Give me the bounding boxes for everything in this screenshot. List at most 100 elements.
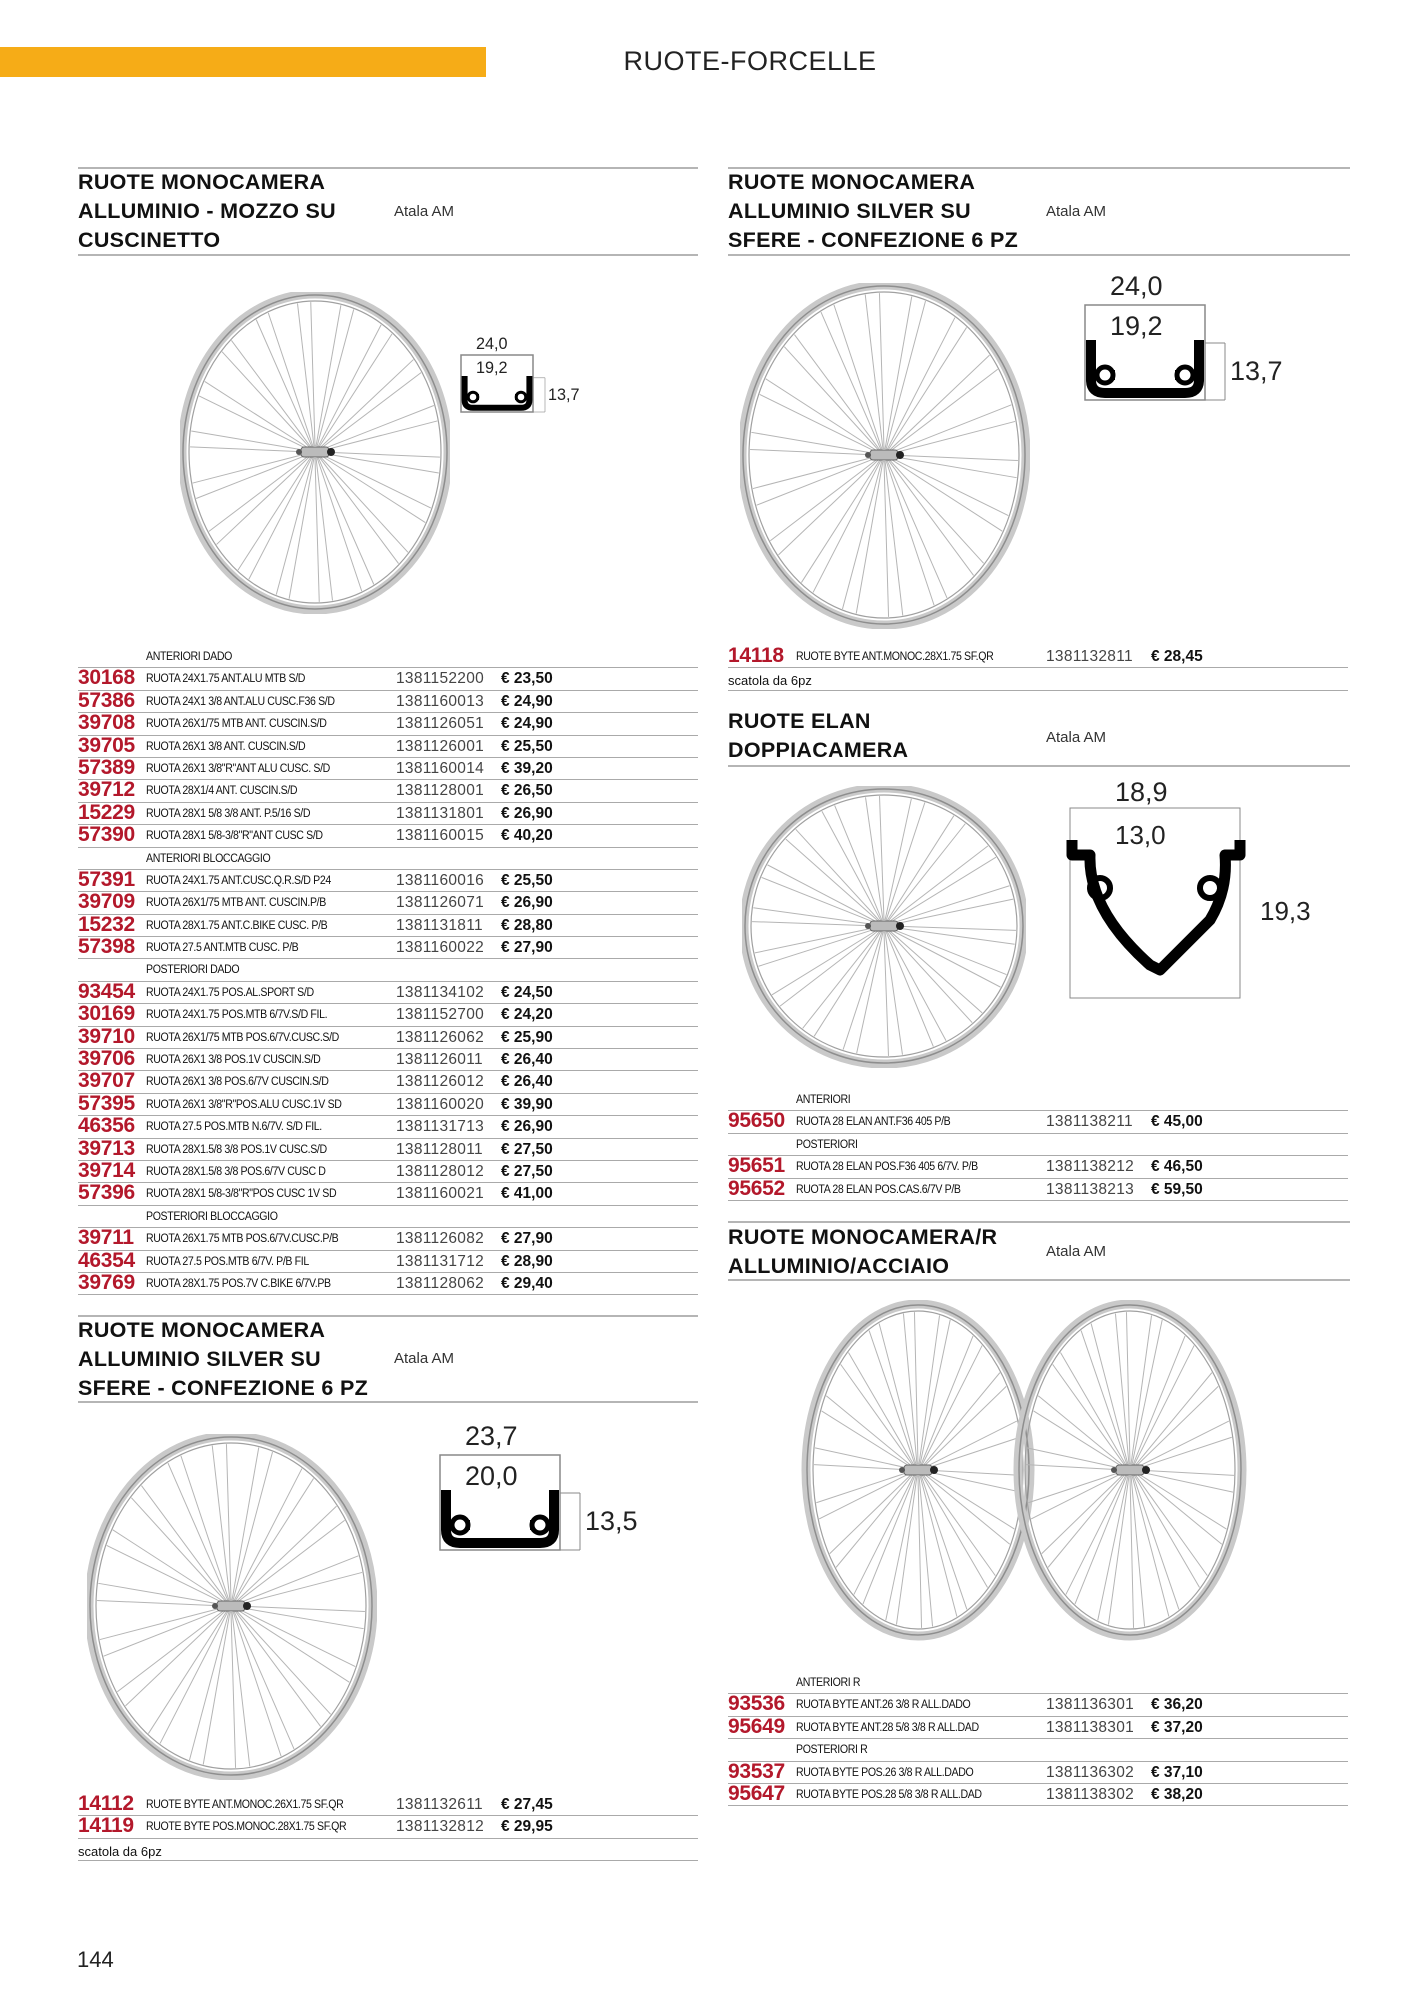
spoke	[820, 311, 882, 451]
product-description: RUOTA 26X1 3/8"R"ANT ALU CUSC. S/D	[146, 762, 330, 775]
product-price: € 24,20	[501, 1006, 553, 1024]
spoke	[848, 1352, 915, 1466]
spoke	[884, 798, 912, 921]
product-code: 57389	[78, 755, 135, 779]
spoke	[1041, 1472, 1126, 1554]
rim-outer-width: 23,7	[465, 1421, 518, 1451]
spoke	[878, 293, 885, 450]
spoke	[921, 1474, 988, 1588]
product-table: 14118 RUOTE BYTE ANT.MONOC.28X1.75 SF.QR 1…	[728, 644, 1348, 691]
spoke	[316, 457, 363, 592]
reference-number: 1381138211	[1046, 1113, 1133, 1131]
product-code: 30168	[78, 666, 135, 690]
divider	[78, 1315, 698, 1317]
product-price: € 46,50	[1151, 1158, 1203, 1176]
reference-number: 1381132811	[1046, 648, 1133, 665]
product-description: RUOTA 24X1.75 ANT.CUSC.Q.R.S/D P24	[146, 874, 331, 887]
spoke	[315, 305, 342, 447]
product-price: € 26,90	[501, 1118, 553, 1136]
spoke	[202, 1611, 231, 1765]
product-description: RUOTA 28X1 5/8-3/8"R"POS CUSC 1V SD	[146, 1188, 337, 1201]
spoke	[883, 460, 890, 617]
product-price: € 25,50	[501, 871, 553, 889]
spoke	[889, 456, 1009, 517]
table-row: 95650 RUOTA 28 ELAN ANT.F36 405 P/B 138113…	[728, 1109, 1348, 1134]
spoke	[236, 1607, 356, 1668]
section-title: RUOTE MONOCAMERA/R ALLUMINIO/ACCIAIO	[728, 1223, 997, 1281]
reference-number: 1381126001	[396, 737, 485, 755]
rim-inner	[748, 291, 1020, 619]
spoke	[835, 1473, 914, 1568]
spoke	[917, 1475, 923, 1628]
rim-inner-width: 20,0	[465, 1461, 518, 1491]
spoke	[923, 1471, 1015, 1530]
product-code: 39769	[78, 1270, 135, 1294]
axle-nut	[865, 923, 871, 929]
wheel-image	[740, 283, 1030, 629]
spoke	[317, 456, 375, 585]
spoke	[233, 1468, 303, 1602]
spoke	[1047, 1473, 1126, 1568]
axle-nut	[243, 1602, 251, 1610]
spoke	[879, 796, 885, 921]
spoke	[288, 457, 315, 599]
spoke	[812, 459, 882, 593]
spoke	[885, 460, 935, 606]
product-description: RUOTA 26X1/75 MTB ANT. CUSCIN.S/D	[146, 718, 327, 731]
spoke	[889, 404, 1012, 454]
spoke	[231, 1611, 251, 1767]
spoke	[235, 1609, 332, 1715]
table-note: scatola da 6pz	[78, 1839, 698, 1862]
reference-number: 1381128011	[396, 1140, 483, 1158]
rim-profile-diagram: 24,0 19,2 13,7	[460, 335, 580, 413]
spoke	[878, 1323, 917, 1465]
table-row: 57389 RUOTA 26X1 3/8"R"ANT ALU CUSC. S/D 1…	[78, 755, 698, 781]
product-description: RUOTA 27.5 POS.MTB N.6/7V. S/D FIL.	[146, 1121, 322, 1134]
table-row: 15232 RUOTA 28X1.75 ANT.C.BIKE CUSC. P/B 1…	[78, 913, 698, 938]
spoke	[816, 1470, 913, 1504]
rim-edge	[744, 788, 1024, 1064]
spoke	[920, 1475, 968, 1610]
product-table: 14112 RUOTE BYTE ANT.MONOC.26X1.75 SF.QR 1…	[78, 1792, 698, 1862]
spoke	[833, 304, 883, 450]
product-description: RUOTA 26X1/75 MTB POS.6/7V.CUSC.S/D	[146, 1031, 339, 1044]
reference-number: 1381160021	[396, 1185, 485, 1203]
title-line: RUOTE MONOCAMERA	[78, 1318, 326, 1342]
section-title: RUOTE MONOCAMERA ALLUMINIO - MOZZO SU CU…	[78, 168, 336, 255]
product-code: 57398	[78, 935, 135, 959]
title-line: SFERE - CONFEZIONE 6 PZ	[78, 1376, 369, 1400]
spoke	[130, 1497, 227, 1603]
title-line: ALLUMINIO SILVER SU	[728, 199, 971, 223]
spoke	[1135, 1470, 1234, 1493]
rim-edge	[1018, 1304, 1242, 1636]
product-code: 39706	[78, 1047, 135, 1071]
axle-nut	[865, 452, 871, 458]
product-description: RUOTA BYTE ANT.26 3/8 R ALL.DADO	[796, 1699, 971, 1712]
spoke	[795, 828, 881, 922]
spoke	[751, 431, 879, 455]
table-row: 39706 RUOTA 26X1 3/8 POS.1V CUSCIN.S/D 138…	[78, 1047, 698, 1072]
spoke	[255, 319, 313, 448]
hub	[903, 1464, 933, 1476]
spoke	[923, 1470, 1022, 1493]
product-code: 57390	[78, 823, 135, 847]
reference-number: 1381131801	[396, 804, 485, 822]
table-row: 57391 RUOTA 24X1.75 ANT.CUSC.Q.R.S/D P24 1…	[78, 868, 698, 893]
spoke	[887, 327, 968, 451]
product-price: € 39,20	[501, 759, 553, 777]
spoke	[1129, 1475, 1135, 1628]
rim-inner-width: 19,2	[476, 359, 508, 377]
spoke	[758, 927, 879, 967]
product-price: € 27,50	[501, 1162, 553, 1180]
section-title: RUOTE ELAN DOPPIACAMERA	[728, 707, 908, 765]
product-description: RUOTA BYTE POS.28 5/8 3/8 R ALL.DAD	[796, 1788, 982, 1801]
spoke	[233, 1610, 295, 1750]
table-row: 93454 RUOTA 24X1.75 POS.AL.SPORT S/D 13811…	[78, 980, 698, 1005]
table-row: 14112 RUOTE BYTE ANT.MONOC.26X1.75 SF.QR 1…	[78, 1792, 698, 1817]
divider	[728, 1279, 1350, 1281]
spoke	[320, 452, 439, 474]
table-row: 39710 RUOTA 26X1/75 MTB POS.6/7V.CUSC.S/D…	[78, 1025, 698, 1050]
product-code: 95647	[728, 1781, 785, 1805]
title-line: RUOTE MONOCAMERA	[728, 170, 976, 194]
product-price: € 26,40	[501, 1051, 553, 1069]
